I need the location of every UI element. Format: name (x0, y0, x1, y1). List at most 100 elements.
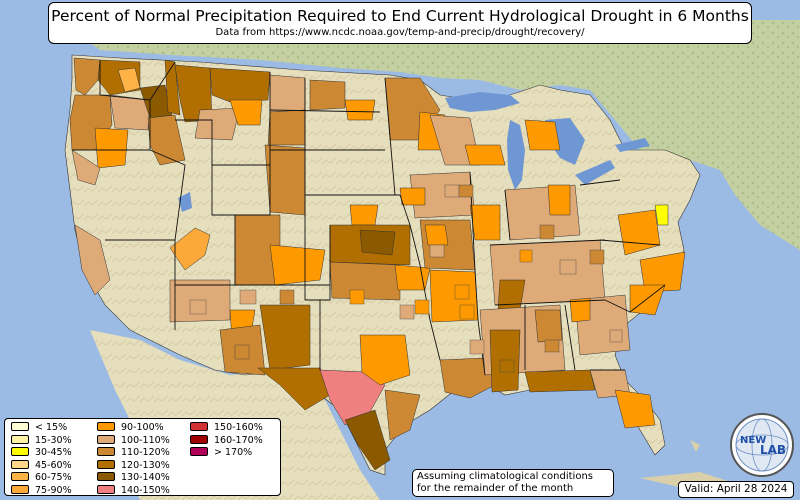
region-ga-orange (569, 297, 591, 323)
region-ks-dark (359, 229, 396, 256)
assumption-note: Assuming climatological conditions for t… (412, 469, 614, 497)
region-tx-south (344, 409, 391, 471)
region-or-east (139, 84, 173, 119)
legend-item: 160-170% (190, 434, 263, 447)
legend-swatch (97, 459, 115, 469)
region-nd-west (269, 74, 306, 113)
region-ia-orange (399, 187, 426, 206)
region-wi-orange (464, 144, 506, 166)
map-source: Data from https://www.ncdc.noaa.gov/temp… (215, 27, 585, 38)
legend-item: < 15% (11, 422, 67, 434)
legend-label: < 15% (35, 422, 68, 433)
region-wy-cluster (264, 144, 306, 216)
region-mo-orange (424, 224, 449, 246)
legend-item: 90-100% (97, 422, 164, 434)
region-mt-central (209, 67, 271, 103)
legend-swatch (97, 484, 115, 494)
region-tn-brown (497, 279, 526, 311)
map-title: Percent of Normal Precipitation Required… (51, 7, 749, 25)
great-salt-lake (178, 192, 192, 212)
region-gulf-coast (524, 369, 596, 393)
legend-swatch (190, 447, 208, 456)
legend-label: 100-110% (121, 434, 170, 446)
region-ok (329, 261, 401, 301)
legend-swatch (11, 447, 29, 456)
legend-swatch (97, 447, 115, 456)
region-il-orange (469, 204, 501, 241)
newlab-logo-icon: NEW LAB (730, 413, 794, 477)
region-mt-south (194, 107, 241, 141)
region-la (439, 357, 496, 399)
state-borders (72, 60, 666, 376)
legend-label: 45-60% (35, 459, 72, 471)
legend-item: 150-160% (190, 422, 263, 434)
legend-swatch (11, 434, 29, 444)
region-de-md (654, 204, 669, 226)
region-co-orange (269, 244, 326, 286)
region-id-east (164, 59, 181, 116)
bahamas-landmass (690, 440, 700, 452)
region-pnw-coast (73, 57, 101, 96)
lake-ontario (615, 138, 650, 152)
region-ne-orange (349, 204, 379, 226)
legend-label: 75-90% (35, 484, 72, 496)
canada-landmass (60, 20, 800, 250)
lake-superior (445, 92, 520, 112)
lake-erie (575, 160, 615, 185)
assumption-note-line1: Assuming climatological conditions (417, 471, 593, 482)
map-title-box: Percent of Normal Precipitation Required… (48, 2, 752, 44)
legend-label: 160-170% (214, 434, 263, 446)
region-sd-orange (344, 99, 376, 121)
legend-label: 15-30% (35, 434, 72, 446)
legend-swatch (190, 422, 208, 431)
legend-item: 120-130% (97, 459, 170, 472)
legend-item: 75-90% (11, 484, 72, 497)
legend-item: 60-75% (11, 472, 72, 484)
valid-date: Valid: April 28 2024 (678, 481, 794, 498)
region-nd-central (309, 79, 346, 111)
legend-label: 150-160% (214, 422, 263, 433)
region-nv-orange (169, 227, 211, 271)
logo-text-new: NEW (740, 435, 766, 446)
legend-item: 130-140% (97, 472, 170, 484)
assumption-note-line2: for the remainder of the month (417, 483, 574, 494)
newlab-logo: NEW LAB (729, 412, 795, 478)
region-oh-orange (547, 184, 571, 216)
region-al-cluster (534, 309, 563, 343)
region-nc-orange (639, 251, 686, 293)
legend-item: > 170% (190, 447, 252, 459)
legend-item: 30-45% (11, 447, 72, 459)
legend-swatch (97, 434, 115, 444)
region-tx-west (257, 367, 331, 411)
region-ca-north (71, 149, 101, 186)
legend-swatch (11, 422, 29, 431)
legend-item: 45-60% (11, 459, 72, 472)
legend-swatch (11, 472, 29, 481)
legend-swatch (190, 434, 208, 444)
region-mt-east (267, 109, 306, 146)
legend-label: 140-150% (121, 484, 170, 496)
region-tx-orange (359, 334, 411, 386)
legend-swatch (97, 472, 115, 481)
lake-michigan (507, 120, 525, 190)
legend-label: 90-100% (121, 422, 164, 433)
map-legend: < 15% 15-30% 30-45% 45-60% 60-75% 75-90% 90-10… (4, 418, 281, 496)
region-nm-brown (259, 304, 311, 371)
legend-item: 100-110% (97, 434, 170, 447)
legend-swatch (97, 422, 115, 431)
region-fl-orange (614, 389, 656, 429)
legend-label: 60-75% (35, 472, 72, 483)
region-ok-orange (394, 264, 431, 291)
legend-label: 120-130% (121, 459, 170, 471)
region-mt-orange (229, 99, 263, 126)
legend-swatch (11, 459, 29, 469)
legend-label: 110-120% (121, 447, 170, 458)
county-tiles (189, 184, 623, 373)
legend-label: 130-140% (121, 472, 170, 483)
legend-item: 110-120% (97, 447, 170, 459)
region-ca-central (74, 224, 111, 296)
region-mi-cluster (524, 119, 561, 151)
drought-regions (69, 57, 686, 471)
